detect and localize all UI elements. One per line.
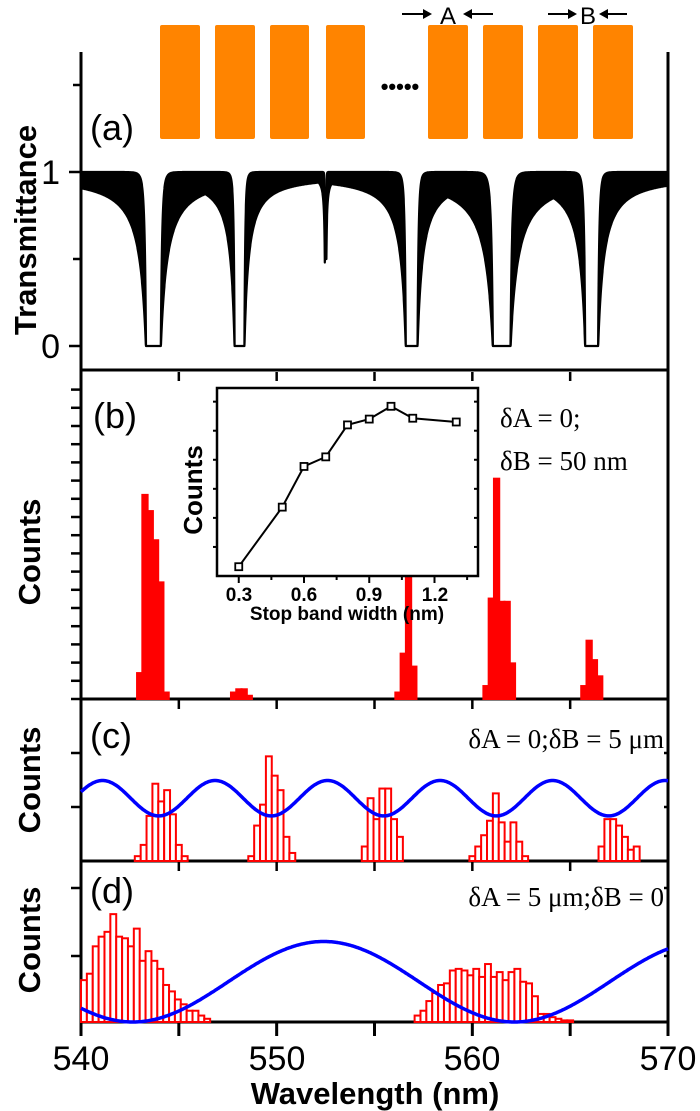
inset-marker [277, 502, 287, 512]
y-axis-label-d: Counts [12, 887, 47, 994]
model-curve-c [79, 778, 669, 818]
inset-marker [299, 462, 309, 471]
label-a-thickness: A [440, 3, 456, 30]
histogram-bar-c [396, 835, 404, 862]
inset-marker [364, 414, 374, 424]
structure-layer [428, 25, 468, 139]
histogram-bar-c [288, 851, 297, 863]
y-axis-label-b: Counts [12, 499, 47, 606]
arrow-b-right-head [599, 9, 608, 19]
histogram-bar-b [503, 600, 511, 700]
structure-layer [538, 25, 578, 139]
histogram-bar-b [157, 581, 165, 700]
y-tick-label-a-0: 0 [41, 328, 60, 366]
inset-x-tick-0.9: 0.9 [356, 585, 382, 606]
panel-c-histogram [79, 755, 669, 863]
inset-y-axis-label: Counts [178, 445, 208, 535]
inset-marker [343, 420, 352, 430]
structure-layer [326, 25, 365, 139]
histogram-bar-c [282, 835, 291, 862]
label-b-thickness: B [580, 3, 596, 30]
x-tick-label-550: 550 [249, 1040, 306, 1078]
model-curve-d [80, 939, 669, 1024]
layered-structure-diagram [160, 9, 633, 139]
histogram-bar-c [276, 789, 285, 862]
panel-d-histogram [80, 913, 669, 1024]
panel-label-c: (c) [90, 715, 132, 756]
histogram-bar-b [240, 688, 248, 701]
transmittance-curve [79, 170, 670, 348]
inset-marker [321, 452, 331, 462]
arrow-b-left-head [568, 9, 577, 19]
histogram-bar-d [566, 1019, 575, 1024]
x-tick-label-540: 540 [53, 1040, 110, 1078]
histogram-bar-b [245, 694, 253, 701]
panel-label-d: (d) [90, 870, 134, 911]
annotation-b-line2: δB = 50 nm [500, 446, 628, 476]
histogram-bar-b [492, 477, 501, 700]
histogram-bar-d [203, 1017, 212, 1024]
annotation-d: δA = 5 μm;δB = 0 [468, 882, 664, 912]
structure-layer [270, 25, 309, 139]
x-axis-label: Wavelength (nm) [251, 1076, 500, 1111]
inset-marker [386, 401, 396, 411]
structure-layer [593, 25, 633, 139]
inset-x-tick-0.3: 0.3 [226, 585, 252, 606]
y-axis-label-c: Counts [12, 727, 47, 834]
y-tick-label-a-1: 1 [41, 154, 60, 192]
histogram-bar-c [169, 813, 177, 862]
inset-marker [234, 562, 244, 572]
inset-marker [408, 413, 418, 423]
inset-x-tick-1.2: 1.2 [422, 585, 448, 606]
arrow-a-right-head [463, 9, 472, 19]
structure-layer [215, 25, 255, 139]
histogram-bar-d [531, 995, 539, 1023]
histogram-bar-b [162, 691, 170, 701]
histogram-bar-c [632, 845, 641, 863]
panel-b-histogram [136, 477, 604, 701]
arrow-a-left-head [423, 9, 432, 19]
histogram-bar-c [521, 855, 530, 862]
structure-layer [160, 25, 200, 139]
panel-b-inset [213, 386, 480, 583]
histogram-bar-b [508, 662, 517, 700]
structure-layer [483, 25, 523, 139]
inset-x-tick-0.6: 0.6 [291, 585, 317, 606]
inset-marker [451, 417, 461, 427]
panel-a-transmittance [79, 170, 670, 348]
x-tick-label-560: 560 [444, 1040, 501, 1078]
inset-frame [215, 386, 480, 578]
y-axis-label-a: Transmittance [8, 125, 43, 335]
annotation-c: δA = 0;δB = 5 μm [468, 724, 664, 754]
histogram-bar-c [174, 843, 183, 863]
histogram-bar-c [515, 840, 524, 862]
x-tick-label-570: 570 [640, 1040, 697, 1078]
panel-label-b: (b) [93, 395, 137, 436]
histogram-bar-b [410, 665, 418, 700]
histogram-bar-b [596, 675, 604, 701]
panel-label-a: (a) [90, 107, 134, 148]
inset-x-axis-label: Stop band width (nm) [250, 604, 444, 625]
annotation-b-line1: δA = 0; [500, 403, 580, 433]
structure-ellipsis: ••••• [381, 74, 420, 99]
histogram-bar-c [180, 855, 189, 862]
